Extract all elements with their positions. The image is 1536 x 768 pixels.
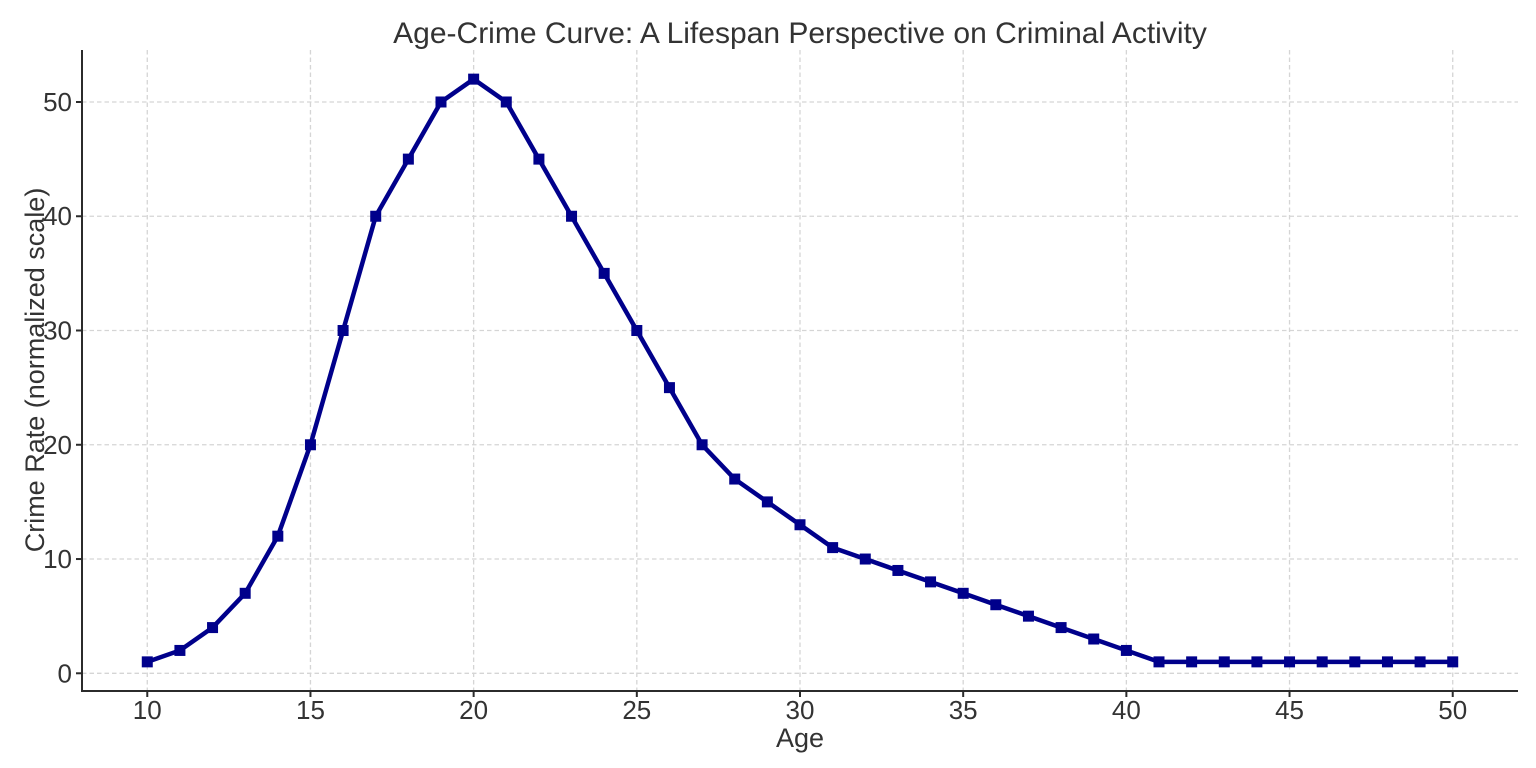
tick-labels: 10 15 20 25 30 35 40 45 50 0 10 20 30 40 50	[43, 87, 1467, 725]
y-axis-label: Crime Rate (normalized scale)	[20, 188, 50, 553]
x-tick-label: 30	[786, 695, 815, 725]
data-point-marker	[1284, 656, 1296, 668]
x-tick-label: 45	[1275, 695, 1304, 725]
data-point-marker	[892, 564, 904, 576]
data-point-marker	[402, 153, 414, 165]
x-tick-label: 15	[296, 695, 325, 725]
y-tick-label: 50	[43, 87, 72, 117]
data-point-marker	[174, 644, 186, 656]
data-point-marker	[1022, 610, 1034, 622]
x-axis-label: Age	[776, 723, 824, 753]
data-point-marker	[500, 96, 512, 108]
data-point-marker	[859, 553, 871, 565]
y-tick-label: 10	[43, 544, 72, 574]
data-point-marker	[1381, 656, 1393, 668]
data-point-marker	[1153, 656, 1165, 668]
data-point-marker	[1316, 656, 1328, 668]
data-point-marker	[1186, 656, 1198, 668]
y-tick-label: 40	[43, 201, 72, 231]
x-tick-label: 10	[133, 695, 162, 725]
data-point-marker	[663, 382, 675, 394]
data-point-marker	[207, 622, 219, 634]
y-tick-label: 20	[43, 430, 72, 460]
chart-title: Age-Crime Curve: A Lifespan Perspective …	[393, 17, 1207, 50]
data-point-marker	[696, 439, 708, 451]
data-point-marker	[1349, 656, 1361, 668]
data-point-marker	[1120, 644, 1132, 656]
data-point-marker	[533, 153, 545, 165]
data-point-marker	[239, 587, 251, 599]
data-point-marker	[1414, 656, 1426, 668]
data-point-marker	[272, 530, 284, 542]
grid-lines	[82, 50, 1518, 691]
data-point-marker	[598, 267, 610, 279]
data-point-marker	[761, 496, 773, 508]
y-tick-label: 0	[58, 658, 72, 688]
x-tick-label: 50	[1438, 695, 1467, 725]
data-point-marker	[990, 599, 1002, 611]
data-point-marker	[1251, 656, 1263, 668]
data-point-marker	[1055, 622, 1067, 634]
y-tick-label: 30	[43, 316, 72, 346]
data-point-marker	[631, 325, 643, 337]
data-point-marker	[566, 210, 578, 222]
data-point-marker	[1447, 656, 1459, 668]
data-point-marker	[304, 439, 316, 451]
axis-spines	[81, 50, 1518, 692]
data-point-marker	[827, 542, 839, 554]
data-point-marker	[370, 210, 382, 222]
data-point-marker	[1218, 656, 1230, 668]
axis-spines-and-ticks	[76, 50, 1518, 697]
x-tick-label: 40	[1112, 695, 1141, 725]
x-tick-label: 35	[949, 695, 978, 725]
data-point-marker	[925, 576, 937, 588]
data-point-marker	[729, 473, 741, 485]
data-point-marker	[468, 73, 480, 85]
data-point-marker	[794, 519, 806, 531]
data-point-marker	[141, 656, 153, 668]
data-point-marker	[957, 587, 969, 599]
x-tick-label: 25	[622, 695, 651, 725]
data-point-marker	[435, 96, 447, 108]
data-point-marker	[1088, 633, 1100, 645]
crime-rate-series	[141, 73, 1459, 668]
data-point-marker	[337, 325, 349, 337]
x-tick-label: 20	[459, 695, 488, 725]
